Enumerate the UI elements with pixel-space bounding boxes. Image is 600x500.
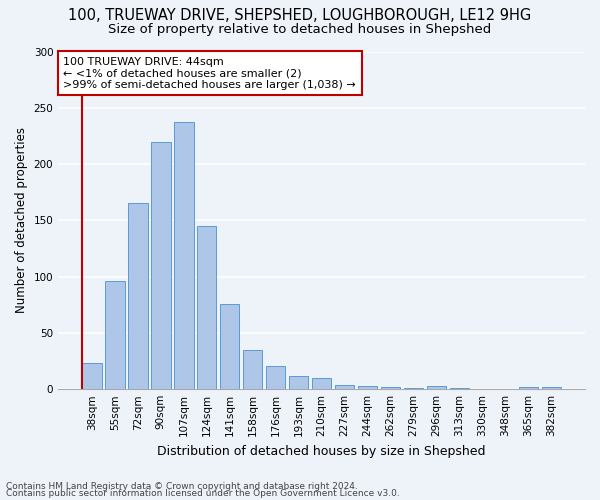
Text: Contains public sector information licensed under the Open Government Licence v3: Contains public sector information licen… (6, 490, 400, 498)
Bar (449, 388, 469, 389)
Bar (335, 384, 355, 389)
Text: Size of property relative to detached houses in Shepshed: Size of property relative to detached ho… (109, 22, 491, 36)
Bar (312, 378, 331, 389)
Bar (381, 387, 400, 389)
Bar (128, 204, 148, 389)
Bar (542, 387, 561, 389)
Y-axis label: Number of detached properties: Number of detached properties (15, 128, 28, 314)
Bar (518, 387, 538, 389)
Text: 100 TRUEWAY DRIVE: 44sqm
← <1% of detached houses are smaller (2)
>99% of semi-d: 100 TRUEWAY DRIVE: 44sqm ← <1% of detach… (64, 56, 356, 90)
Text: Contains HM Land Registry data © Crown copyright and database right 2024.: Contains HM Land Registry data © Crown c… (6, 482, 358, 491)
Bar (105, 281, 125, 389)
Bar (266, 366, 286, 389)
Bar (174, 122, 194, 389)
Bar (427, 386, 446, 389)
Bar (82, 364, 101, 389)
Bar (289, 376, 308, 389)
Bar (243, 350, 262, 389)
Bar (197, 226, 217, 389)
Bar (404, 388, 423, 389)
Text: 100, TRUEWAY DRIVE, SHEPSHED, LOUGHBOROUGH, LE12 9HG: 100, TRUEWAY DRIVE, SHEPSHED, LOUGHBOROU… (68, 8, 532, 22)
Bar (151, 142, 170, 389)
Bar (358, 386, 377, 389)
X-axis label: Distribution of detached houses by size in Shepshed: Distribution of detached houses by size … (157, 444, 486, 458)
Bar (220, 304, 239, 389)
